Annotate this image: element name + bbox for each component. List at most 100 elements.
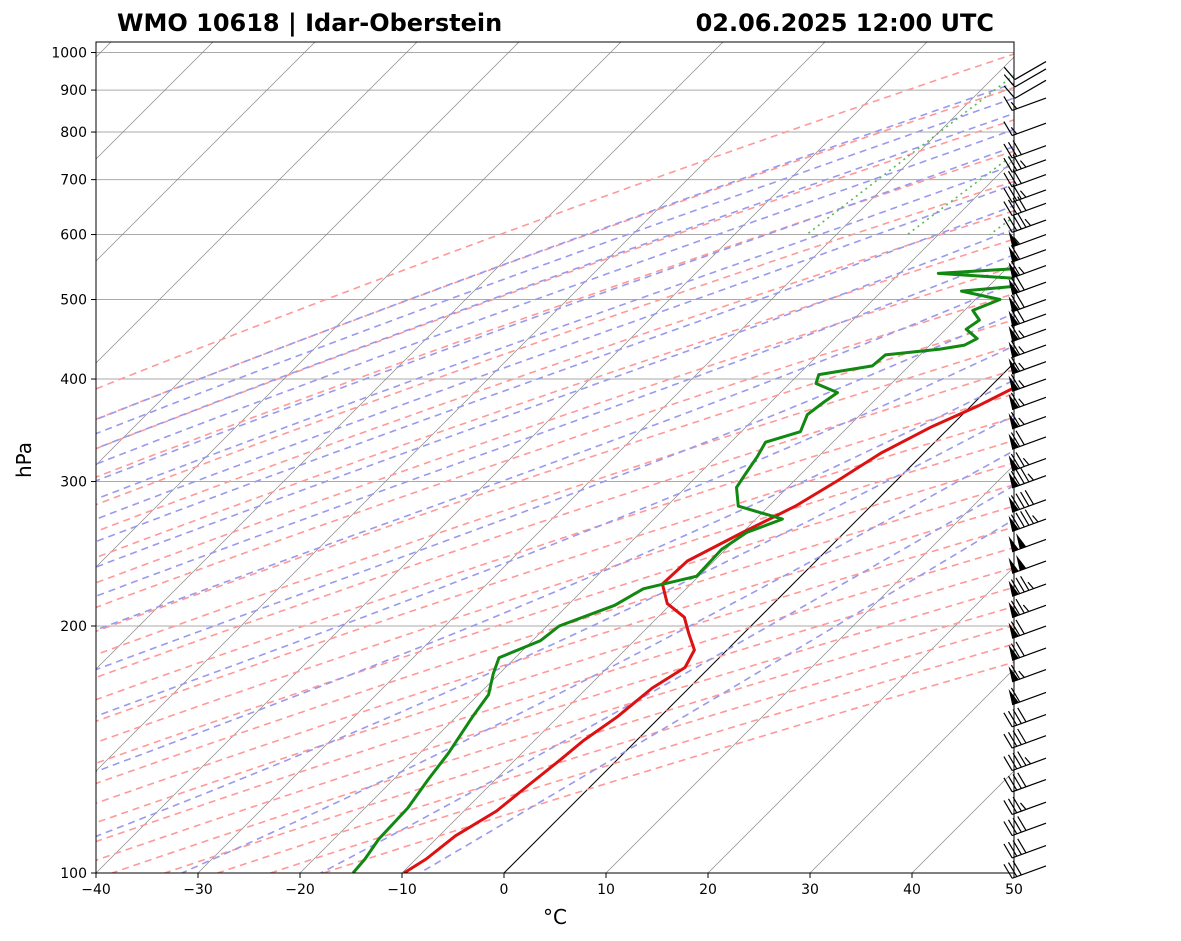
wind-barb [1008,554,1047,574]
moist-adiabat [96,112,1014,450]
dry-adiabat [96,344,1014,656]
isotherm-line [605,464,1014,873]
x-tick-label: −10 [387,882,417,898]
isotherm-line [503,362,1014,873]
wind-barb [1008,533,1047,553]
moist-adiabat [96,204,1014,543]
x-tick-label: 0 [500,882,509,898]
x-tick-label: 30 [801,882,819,898]
moist-adiabat [320,484,1014,873]
wind-barb [1003,838,1047,859]
wind-barb [1003,212,1047,233]
wind-barb [1003,68,1047,88]
isotherm-line [96,42,316,262]
moist-adiabat [96,163,1014,500]
y-tick-label: 800 [60,125,87,141]
dry-adiabat [96,526,1014,824]
wind-barb [1003,707,1047,728]
wind-barb [1008,641,1047,661]
wind-barb [1008,374,1047,392]
profile-lines [351,267,1014,873]
dry-adiabat [96,53,1014,390]
dry-adiabat [96,209,1014,533]
moist-adiabat [96,97,1014,435]
wind-barb [1008,307,1047,327]
y-tick-label: 400 [60,372,87,388]
y-axis-label: hPa [12,442,36,478]
wind-barb [1008,664,1047,683]
isotherm-line [96,42,826,772]
x-tick-label: 20 [699,882,717,898]
y-tick-label: 700 [60,173,87,189]
wind-barb [1008,411,1047,430]
dry-adiabat [96,150,1014,478]
wind-barb [1008,260,1047,279]
background-lines [96,42,1014,873]
wind-barb [1003,61,1047,81]
y-tick-label: 300 [60,475,87,491]
wind-barb [1003,154,1047,173]
wind-barb [1008,619,1047,639]
y-tick-label: 600 [60,228,87,244]
moist-adiabat [96,345,1014,718]
wind-barb [1008,275,1047,296]
moist-adiabat [96,281,1014,631]
temperature-profile [403,385,1014,873]
wind-barb [1003,860,1047,879]
moist-adiabat [181,449,1014,873]
isotherm-line [197,56,1014,873]
moist-adiabat [96,145,1014,482]
wind-barbs [1003,61,1047,879]
moist-adiabat [96,82,1014,421]
wind-barb [1008,575,1047,597]
dry-adiabat [96,119,1014,450]
isotherm-line [96,42,724,670]
wind-barb [1008,324,1047,343]
wind-barb [1003,772,1047,793]
wind-barb [1008,467,1047,489]
axis-ticks: −40 −30 −20 −10 0 10 20 30 40 50 100 200 300 400 500 60… [51,46,1023,898]
wind-barb [1003,79,1047,99]
isotherm-line [96,42,520,466]
wind-barb [1003,121,1047,137]
x-axis-label: °C [543,905,567,929]
isotherm-line [96,42,418,364]
isotherm-line [809,668,1014,873]
wind-barb [1008,598,1047,619]
chart-title-right: 02.06.2025 12:00 UTC [696,9,994,37]
wind-barb [1008,430,1047,450]
wind-barb [1003,169,1047,188]
x-tick-label: 10 [597,882,615,898]
y-tick-label: 500 [60,293,87,309]
wind-barb [1003,796,1047,816]
wind-barb [1008,687,1047,706]
y-tick-label: 900 [60,83,87,99]
x-tick-label: −30 [183,882,213,898]
isotherm-line [401,260,1014,873]
isotherm-line [707,566,1014,873]
isotherm-line [299,158,1014,873]
dry-adiabat [96,416,1014,723]
wind-barb [1003,816,1047,837]
dry-adiabat [96,505,1014,805]
wind-barb [1003,96,1047,111]
wind-barb [1008,231,1047,248]
dry-adiabat [96,265,1014,584]
x-tick-label: 40 [903,882,921,898]
wind-barb [1008,452,1047,472]
y-tick-label: 100 [60,866,87,882]
wind-barb [1008,356,1047,375]
wind-barb [1003,140,1047,159]
y-tick-label: 1000 [51,46,87,62]
dewpoint-profile [351,267,1014,873]
x-tick-label: −20 [285,882,315,898]
wind-barb [1008,509,1047,532]
x-tick-label: −40 [81,882,111,898]
wind-barb [1003,184,1047,203]
moist-adiabat [96,228,1014,568]
x-tick-label: 50 [1005,882,1023,898]
dry-adiabat [96,368,1014,679]
wind-barb [1003,751,1047,772]
wind-barb [1008,490,1047,513]
